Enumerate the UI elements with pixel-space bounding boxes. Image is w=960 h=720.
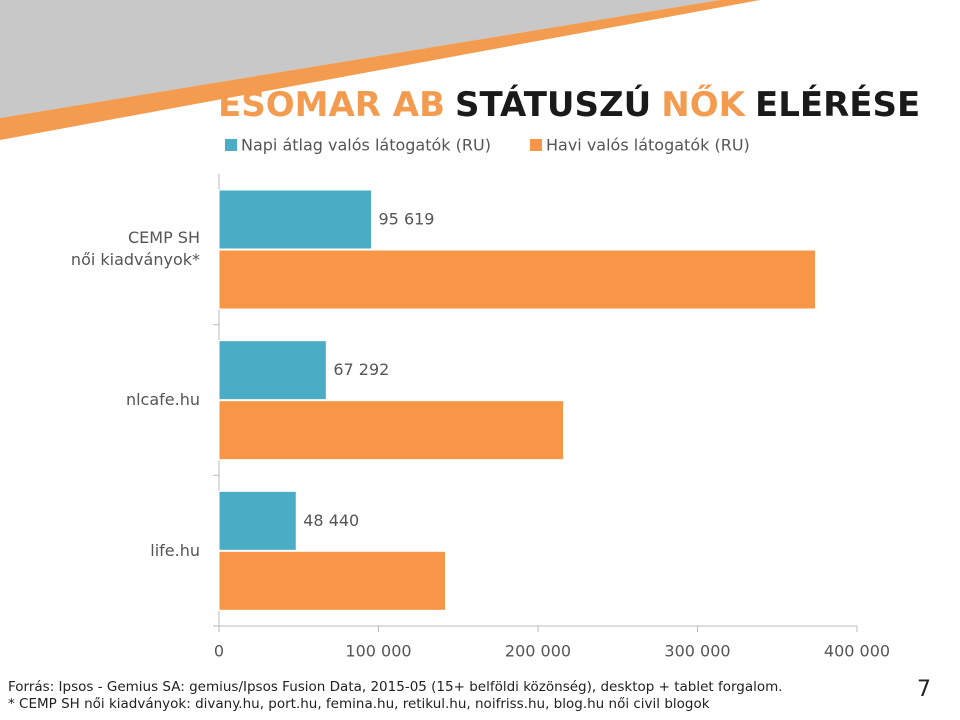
category-label: nlcafe.hu [125, 390, 200, 409]
title-part: STÁTUSZÚ [455, 84, 651, 125]
value-label: 48 440 [303, 511, 359, 530]
category-label: life.hu [150, 540, 200, 560]
bar [218, 400, 565, 461]
x-tick-label: 100 000 [345, 642, 411, 661]
bar [218, 490, 297, 551]
x-tick-label: 300 000 [664, 642, 730, 661]
x-tick-label: 200 000 [505, 642, 571, 661]
source-note: Forrás: Ipsos - Gemius SA: gemius/Ipsos … [8, 679, 783, 695]
title-part: ESOMAR AB [218, 85, 445, 125]
legend-swatch [225, 139, 237, 151]
value-label: 67 292 [333, 360, 389, 379]
legend-label: Havi valós látogatók (RU) [546, 136, 750, 155]
chart-title: ESOMAR AB STÁTUSZÚ NŐK ELÉRÉSE [218, 84, 920, 125]
bar [218, 249, 817, 310]
x-tick-label: 400 000 [824, 642, 890, 661]
category-label: CEMP SH női kiadványok* [70, 228, 200, 270]
bar [218, 189, 373, 250]
title-part: ELÉRÉSE [755, 84, 920, 125]
bar [218, 550, 446, 611]
bar [218, 340, 327, 401]
decor-orange [0, 0, 760, 140]
source-note: * CEMP SH női kiadványok: divany.hu, por… [8, 696, 710, 712]
value-label: 95 619 [379, 210, 435, 229]
legend-swatch [530, 139, 542, 151]
page-number: 7 [917, 677, 931, 702]
legend-label: Napi átlag valós látogatók (RU) [241, 136, 491, 155]
x-tick-label: 0 [214, 642, 224, 661]
title-part: NŐK [661, 84, 746, 125]
